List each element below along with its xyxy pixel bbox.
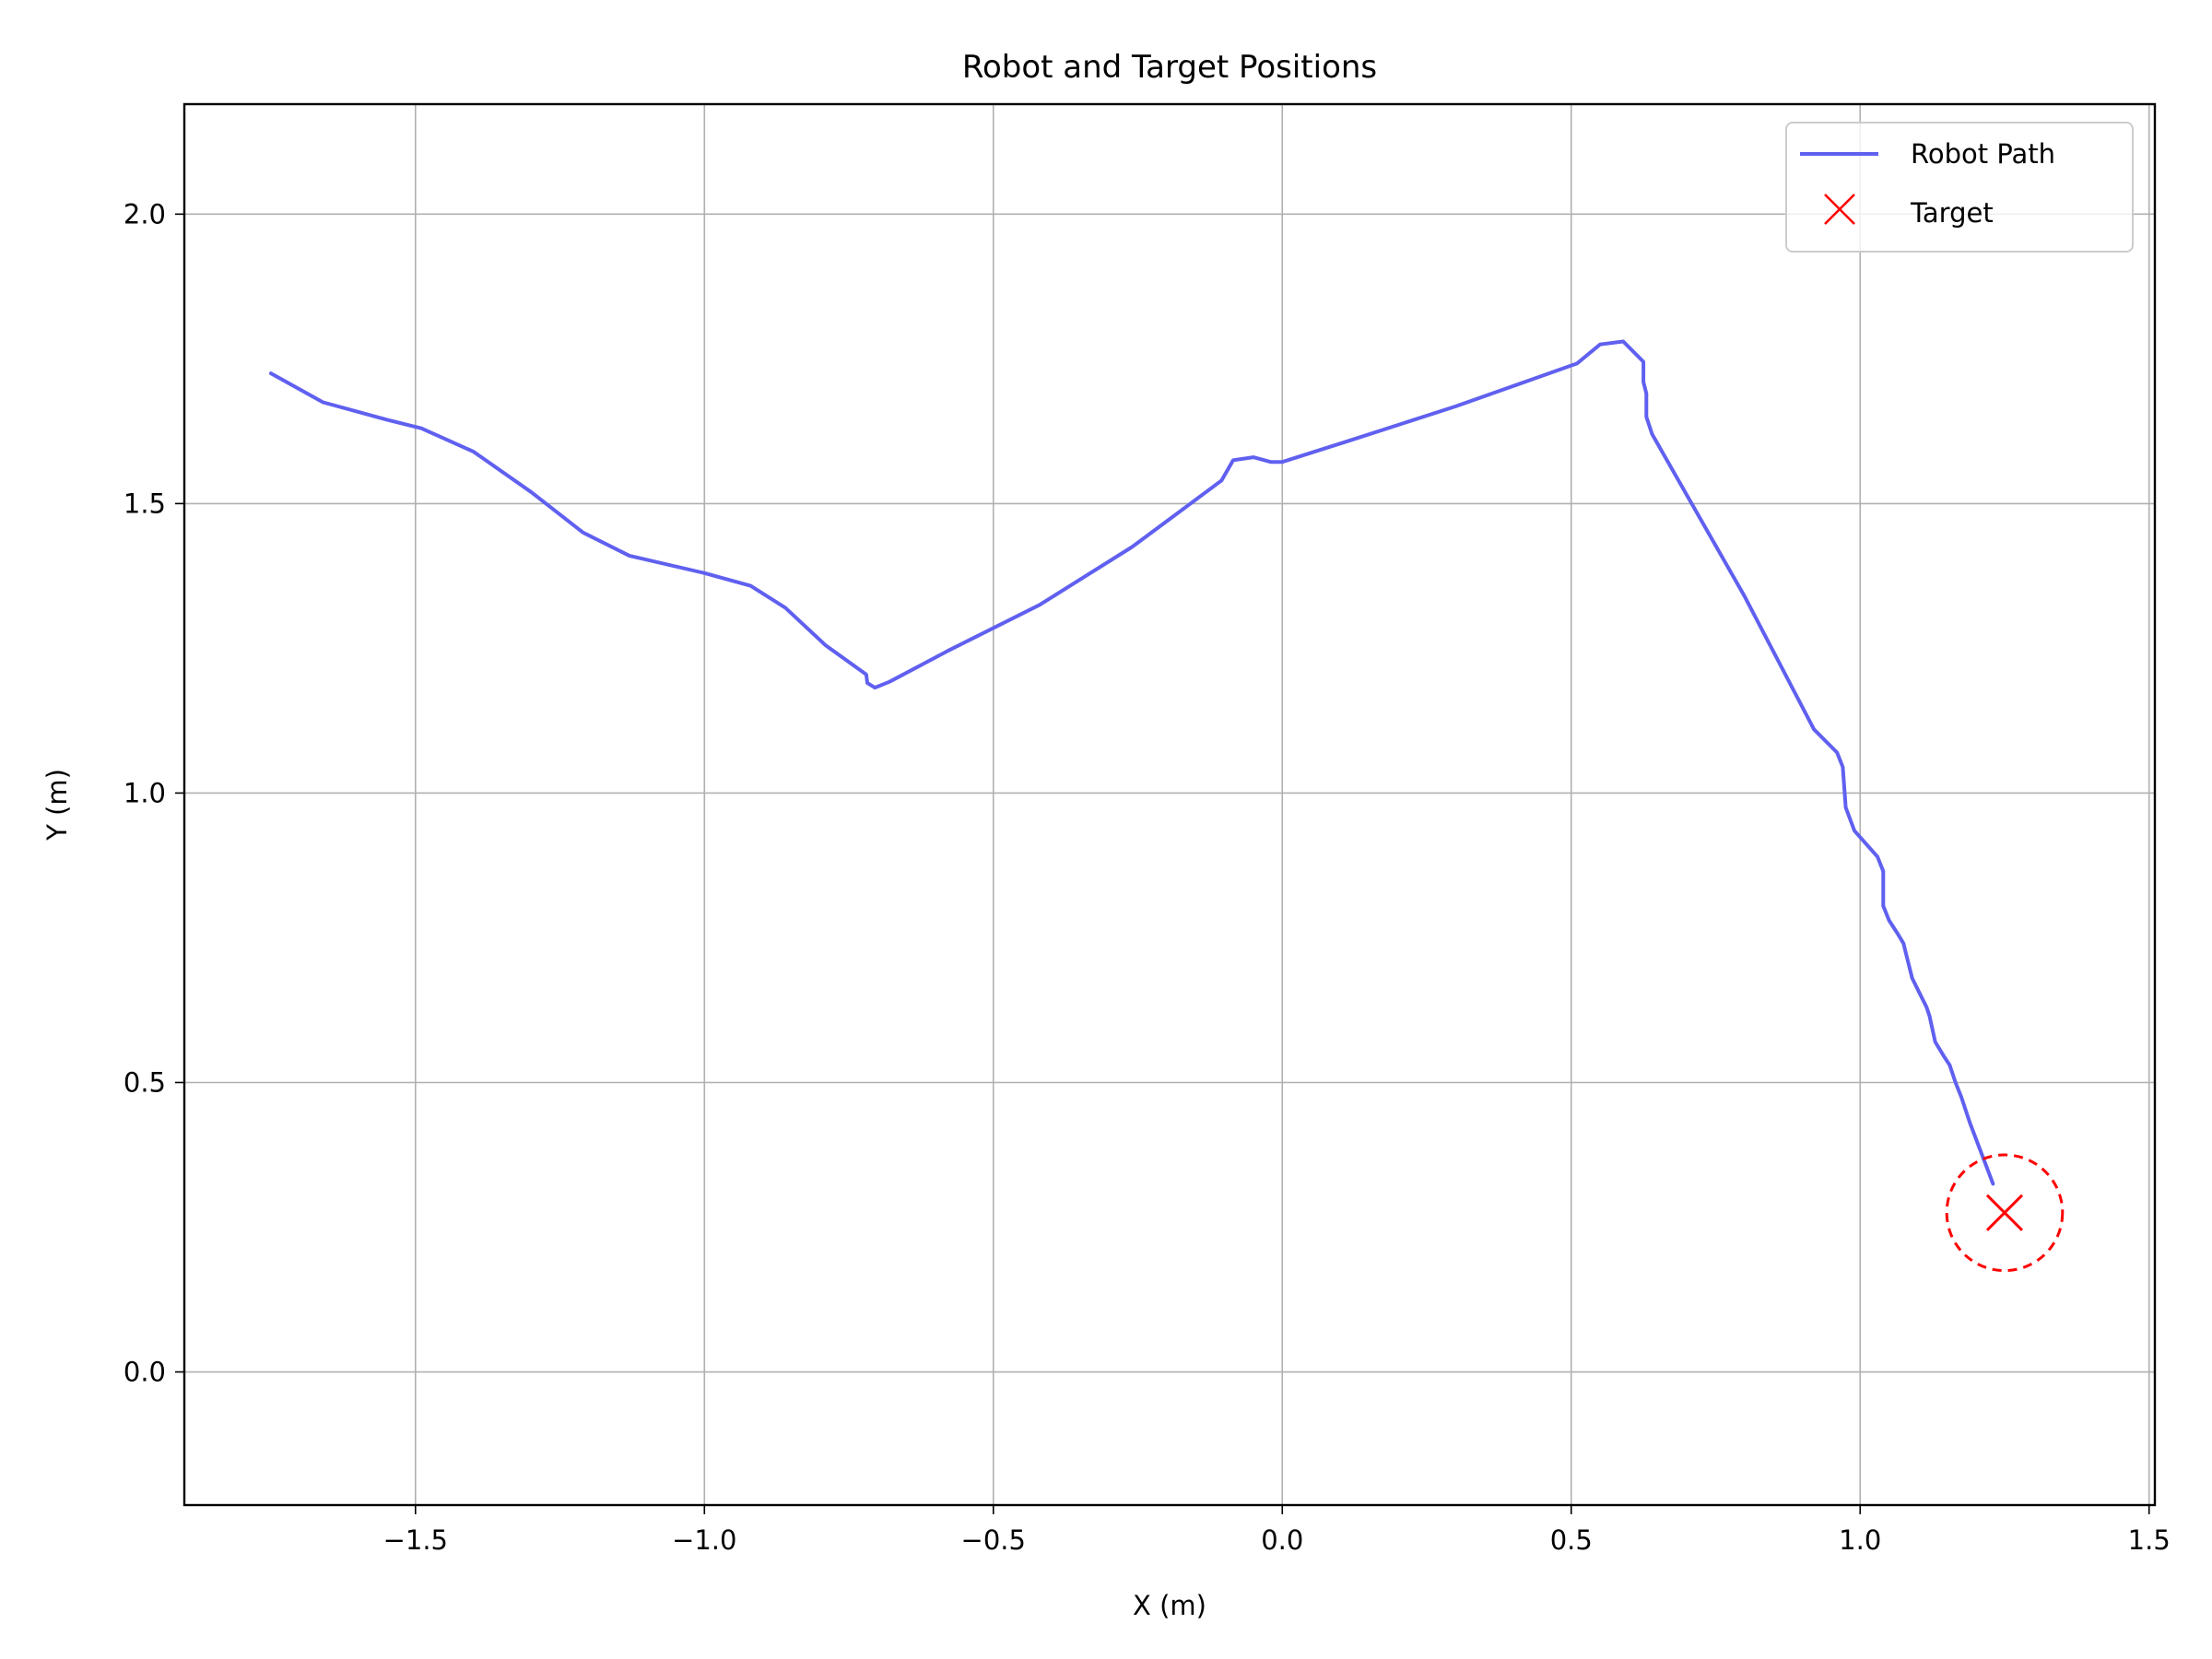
y-axis-label: Y (m) <box>41 769 73 841</box>
x-axis-label: X (m) <box>1133 1590 1206 1621</box>
y-tick-label: 1.0 <box>124 777 166 808</box>
grid <box>184 104 2155 1505</box>
x-tick-label: 0.5 <box>1550 1524 1593 1556</box>
axes-frame <box>182 102 2157 1507</box>
legend-target-label: Target <box>1910 197 1994 229</box>
legend-target-marker <box>1824 194 1855 225</box>
legend-robot-path-label: Robot Path <box>1911 138 2055 170</box>
ticks: −1.5 −1.0 −0.5 0.0 0.5 1.0 1.5 0.0 0.5 1.0 1.5 2.0 <box>124 198 2171 1556</box>
y-tick-label: 1.5 <box>124 488 166 519</box>
x-tick-label: 0.0 <box>1261 1524 1303 1556</box>
plot-area <box>269 339 2065 1273</box>
x-tick-label: −1.0 <box>672 1524 736 1556</box>
x-tick-label: −1.5 <box>383 1524 448 1556</box>
x-tick-label: 1.0 <box>1839 1524 1881 1556</box>
y-tick-label: 0.5 <box>124 1066 166 1098</box>
x-tick-label: 1.5 <box>2128 1524 2171 1556</box>
target-radius-circle <box>1945 1153 2065 1273</box>
y-tick-label: 0.0 <box>124 1357 166 1388</box>
robot-path-line <box>269 339 1995 1186</box>
y-tick-label: 2.0 <box>124 198 166 229</box>
x-tick-label: −0.5 <box>961 1524 1026 1556</box>
chart-title: Robot and Target Positions <box>962 49 1377 86</box>
target-marker <box>1985 1194 2024 1231</box>
target-marker-stroke <box>1985 1194 2024 1231</box>
legend: Robot Path Target <box>1785 122 2134 253</box>
